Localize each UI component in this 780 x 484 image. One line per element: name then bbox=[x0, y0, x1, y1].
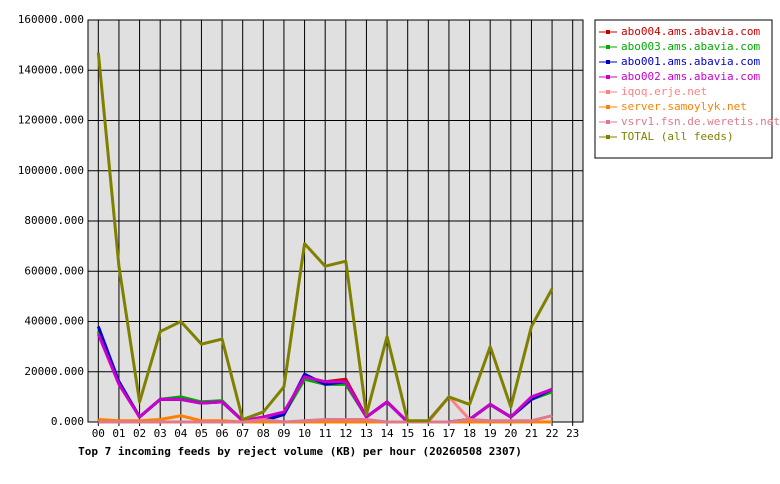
x-tick-label: 19 bbox=[484, 427, 497, 440]
series-line bbox=[96, 333, 553, 424]
x-tick-label: 07 bbox=[236, 427, 249, 440]
x-tick-label: 13 bbox=[360, 427, 373, 440]
x-tick-label: 23 bbox=[566, 427, 579, 440]
legend-label: abo004.ams.abavia.com bbox=[621, 25, 760, 38]
legend-label: abo003.ams.abavia.com bbox=[621, 40, 760, 53]
x-tick-label: 20 bbox=[504, 427, 517, 440]
legend-label: vsrv1.fsn.de.weretis.net bbox=[621, 115, 780, 128]
legend-marker bbox=[606, 45, 610, 49]
x-tick-label: 12 bbox=[339, 427, 352, 440]
legend-marker bbox=[606, 30, 610, 34]
x-tick-label: 02 bbox=[133, 427, 146, 440]
legend-marker bbox=[606, 60, 610, 64]
legend-label: server.samoylyk.net bbox=[621, 100, 747, 113]
x-tick-label: 18 bbox=[463, 427, 476, 440]
x-tick-label: 08 bbox=[257, 427, 270, 440]
legend-box bbox=[594, 19, 773, 159]
x-tick-label: 09 bbox=[277, 427, 290, 440]
x-tick-label: 14 bbox=[380, 427, 394, 440]
y-tick-label: 140000.000 bbox=[18, 63, 84, 76]
legend-marker bbox=[606, 105, 610, 109]
y-tick-label: 100000.000 bbox=[18, 164, 84, 177]
x-tick-label: 22 bbox=[545, 427, 558, 440]
series-line bbox=[98, 414, 553, 424]
legend-marker bbox=[606, 75, 610, 79]
y-tick-label: 80000.000 bbox=[24, 214, 84, 227]
y-tick-label: 20000.000 bbox=[24, 365, 84, 378]
legend-label: abo002.ams.abavia.com bbox=[621, 70, 760, 83]
y-tick-label: 0.000 bbox=[51, 415, 84, 428]
x-tick-label: 10 bbox=[298, 427, 311, 440]
y-tick-label: 120000.000 bbox=[18, 114, 84, 127]
x-tick-label: 06 bbox=[215, 427, 228, 440]
legend-marker bbox=[606, 135, 610, 139]
series-line bbox=[98, 414, 553, 424]
x-tick-label: 17 bbox=[442, 427, 455, 440]
x-tick-label: 16 bbox=[422, 427, 435, 440]
x-tick-label: 01 bbox=[112, 427, 125, 440]
legend-label: abo001.ams.abavia.com bbox=[621, 55, 760, 68]
legend-marker bbox=[606, 120, 610, 124]
x-tick-label: 03 bbox=[154, 427, 167, 440]
chart-title: Top 7 incoming feeds by reject volume (K… bbox=[78, 445, 522, 458]
legend-label: iqoq.erje.net bbox=[621, 85, 707, 98]
y-tick-label: 160000.000 bbox=[18, 13, 84, 26]
series-line bbox=[96, 52, 554, 423]
x-tick-label: 05 bbox=[195, 427, 208, 440]
x-tick-label: 21 bbox=[525, 427, 538, 440]
x-tick-label: 04 bbox=[174, 427, 188, 440]
x-tick-label: 00 bbox=[92, 427, 105, 440]
legend-marker bbox=[606, 90, 610, 94]
y-tick-label: 60000.000 bbox=[24, 264, 84, 277]
legend-label: TOTAL (all feeds) bbox=[621, 130, 734, 143]
y-tick-label: 40000.000 bbox=[24, 315, 84, 328]
x-tick-label: 11 bbox=[319, 427, 332, 440]
x-tick-label: 15 bbox=[401, 427, 414, 440]
